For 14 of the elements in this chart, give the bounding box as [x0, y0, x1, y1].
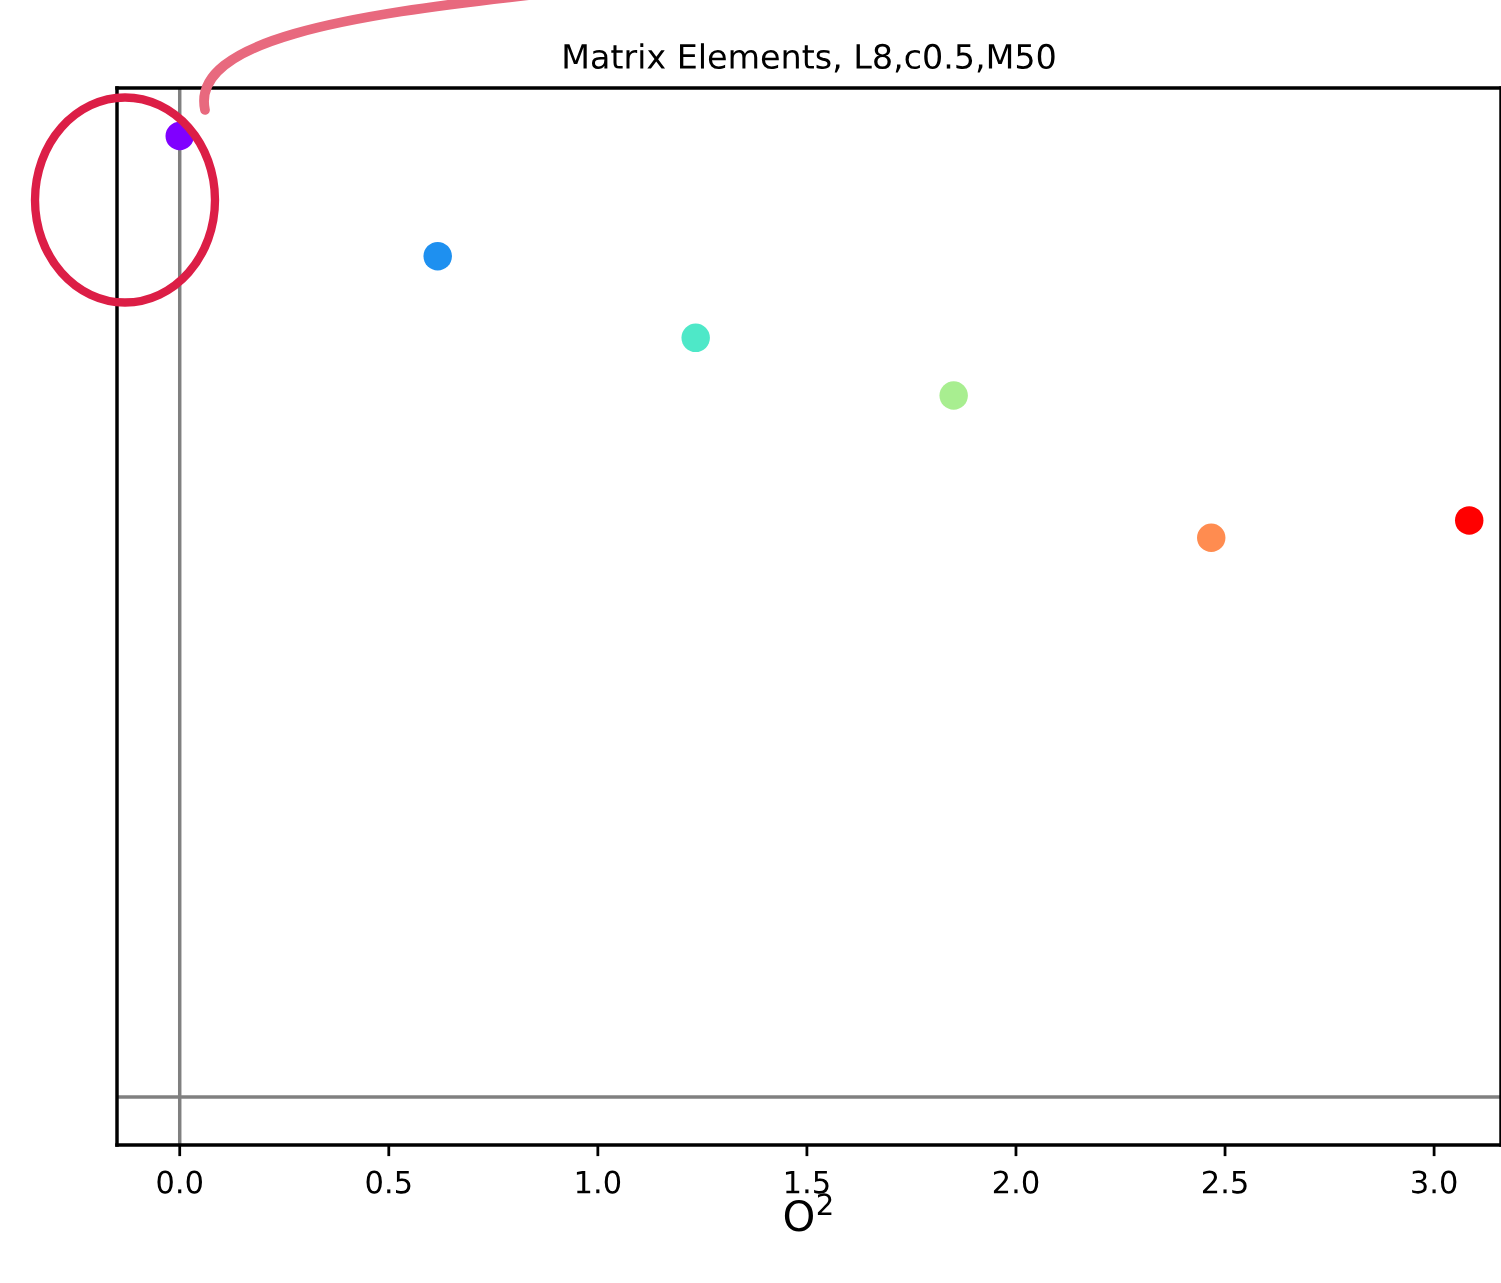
x-tick-label: 2.0	[993, 1170, 1039, 1194]
x-tick-label: 1.0	[576, 1170, 621, 1194]
x-tick-label: 3.0	[1412, 1170, 1457, 1194]
x-tick-label: 1.5	[785, 1170, 829, 1194]
point	[1197, 523, 1226, 552]
x-tick-label: 0.5	[366, 1170, 411, 1194]
x-tick-label: 0.0	[157, 1170, 202, 1194]
x-tick-label: 2.5	[1202, 1170, 1247, 1194]
point	[939, 381, 968, 410]
chart-title: Matrix Elements, L8,c0.5,M50	[564, 43, 1055, 73]
x-axis-title: O$^{2}$	[784, 1193, 832, 1232]
point	[1454, 506, 1484, 535]
point	[423, 241, 452, 271]
point	[681, 323, 710, 353]
